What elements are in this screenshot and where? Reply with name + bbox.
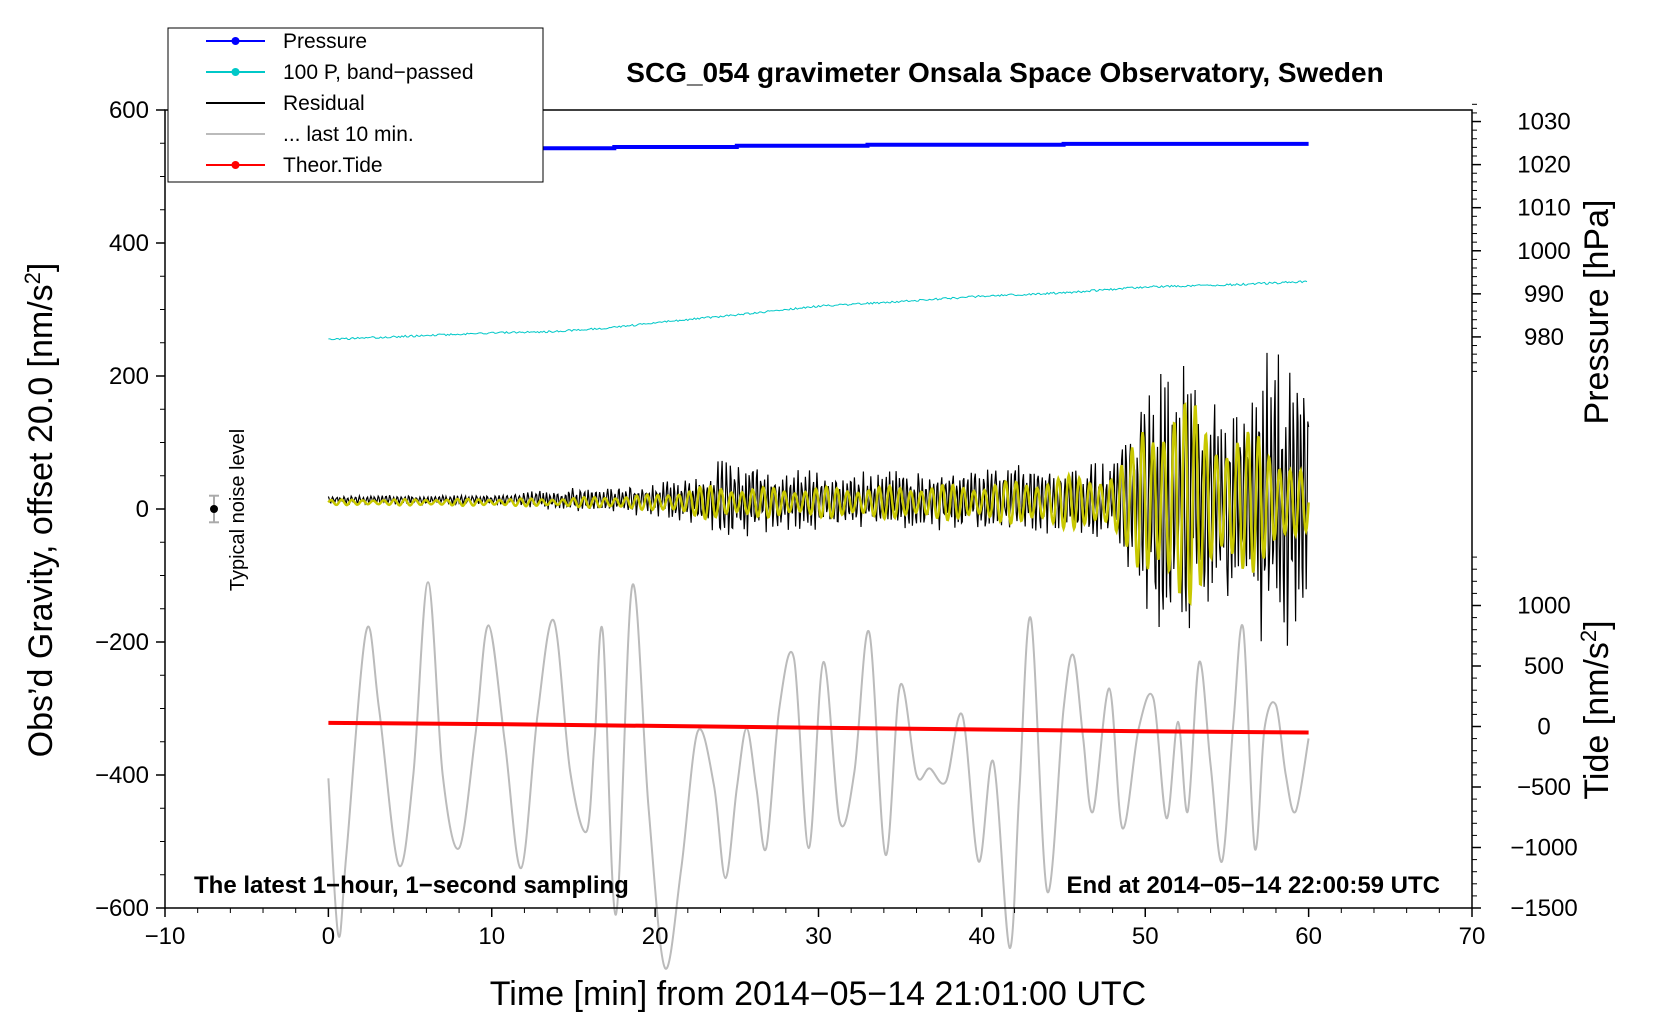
y-tick-label: 0 <box>136 496 149 523</box>
noise-marker-group <box>209 494 220 524</box>
legend-marker-1 <box>231 68 240 76</box>
tick-layer: −10 0 10 20 30 40 50 60 70−600−400−2000200400600… <box>95 97 1578 950</box>
tide-tick-label: −1000 <box>1510 835 1577 862</box>
pressure-tick-label: 980 <box>1524 324 1564 351</box>
x-tick-label: 30 <box>805 923 832 950</box>
x-tick-label: 60 <box>1295 923 1322 950</box>
legend-label-3: ... last 10 min. <box>283 123 414 146</box>
legend-label-1: 100 P, band−passed <box>283 61 474 84</box>
series-last-10-min-line <box>327 581 1310 970</box>
x-tick-label: 50 <box>1132 923 1159 950</box>
y-tick-label: −200 <box>95 629 149 656</box>
tide-tick-label: −1500 <box>1510 895 1577 922</box>
y-axis-title-pressure: Pressure [hPa] <box>1578 200 1616 425</box>
tide-tick-label: 1000 <box>1517 593 1570 620</box>
y-tick-label: 400 <box>109 230 149 257</box>
series-pressure-line <box>328 141 1309 151</box>
x-tick-label: 20 <box>642 923 669 950</box>
legend-label-0: Pressure <box>283 30 367 53</box>
y-tick-label: 200 <box>109 363 149 390</box>
pressure-tick-label: 1030 <box>1517 109 1570 136</box>
x-tick-label: 0 <box>322 923 335 950</box>
legend-label-2: Residual <box>283 92 365 115</box>
note-left: The latest 1−hour, 1−second sampling <box>194 872 629 899</box>
tide-tick-label: −500 <box>1517 774 1571 801</box>
y-axis-title-tide: Tide [nm/s2] <box>1576 620 1616 799</box>
chart-title: SCG_054 gravimeter Onsala Space Observat… <box>626 57 1383 88</box>
pressure-tick-label: 1000 <box>1517 238 1570 265</box>
legend-box <box>167 27 544 183</box>
noise-level-label: Typical noise level <box>227 429 249 591</box>
y-tick-label: −600 <box>95 895 149 922</box>
pressure-tick-label: 990 <box>1524 281 1564 308</box>
legend-marker-0 <box>231 37 240 45</box>
series-residual-filtered-line <box>327 402 1310 606</box>
pressure-tick-label: 1020 <box>1517 152 1570 179</box>
y-tick-label: 600 <box>109 97 149 124</box>
legend-marker-4 <box>231 161 240 169</box>
legend-label-4: Theor.Tide <box>283 154 383 177</box>
series-theor-tide-line <box>328 720 1309 735</box>
tide-tick-label: 500 <box>1524 653 1564 680</box>
y-axis-title-left: Obs’d Gravity, offset 20.0 [nm/s2] <box>20 263 60 758</box>
tide-tick-label: 0 <box>1537 714 1550 741</box>
x-tick-label: 70 <box>1459 923 1486 950</box>
series-band-passed-line <box>328 280 1308 341</box>
x-tick-label: 10 <box>478 923 505 950</box>
legend: Pressure 100 P, band−passed Residual ... la… <box>167 27 544 183</box>
y-tick-label: −400 <box>95 762 149 789</box>
x-tick-label: 40 <box>969 923 996 950</box>
series-layer <box>327 141 1310 970</box>
x-tick-label: −10 <box>145 923 186 950</box>
note-right: End at 2014−05−14 22:00:59 UTC <box>1066 872 1440 899</box>
x-axis-title: Time [min] from 2014−05−14 21:01:00 UTC <box>490 975 1146 1013</box>
noise-marker-dot <box>210 505 219 513</box>
legend-items: Pressure 100 P, band−passed Residual ... la… <box>206 30 474 177</box>
pressure-tick-label: 1010 <box>1517 195 1570 222</box>
